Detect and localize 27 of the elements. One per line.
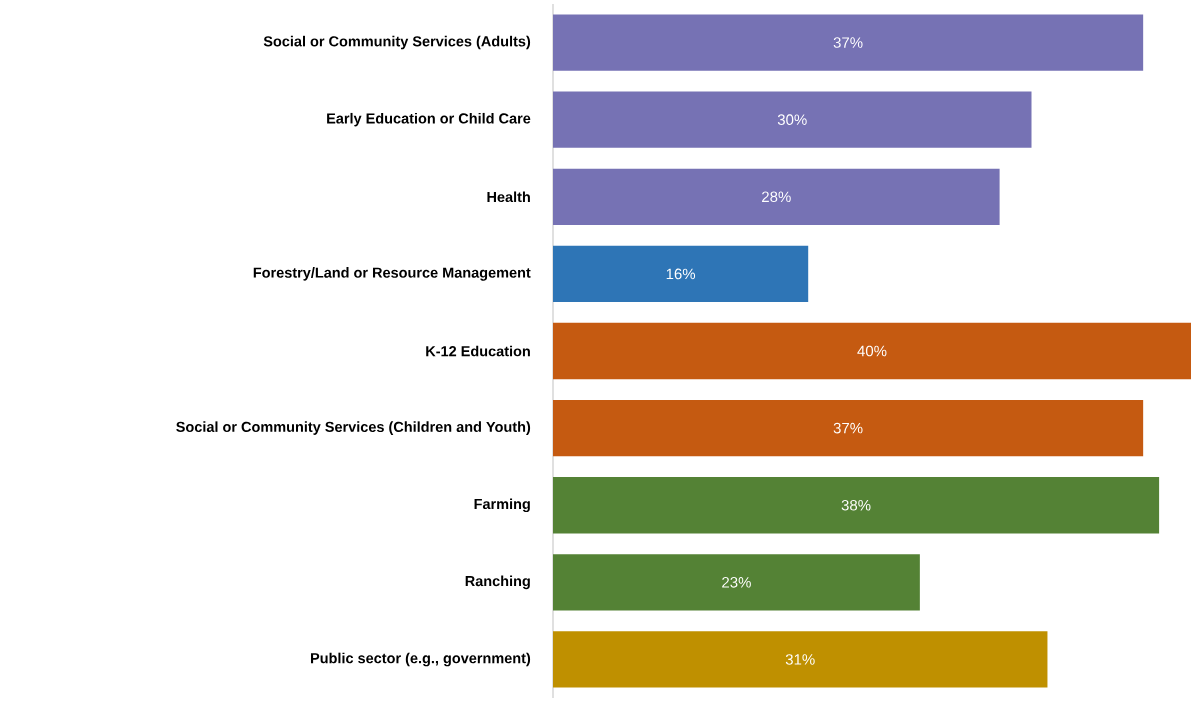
bar — [553, 168, 1000, 225]
y-tick-label: Early Education or Child Care — [327, 112, 531, 127]
bar — [553, 322, 1191, 380]
data-label: 28% — [762, 191, 791, 203]
data-label: 16% — [666, 268, 696, 280]
data-label: 37% — [833, 422, 863, 434]
data-label: 40% — [857, 345, 887, 357]
bar — [553, 631, 1048, 688]
bar — [553, 554, 920, 611]
y-tick-label: Social or Community Services (Children and Youth) — [176, 421, 531, 435]
bar — [553, 91, 1032, 148]
y-tick-label: Farming — [474, 498, 530, 513]
bar — [553, 14, 1144, 71]
y-tick-label: K-12 Education — [426, 345, 530, 357]
y-tick-label: Social or Community Services (Adults) — [263, 35, 531, 50]
y-tick-label: Ranching — [465, 575, 530, 590]
data-label: 38% — [841, 499, 871, 511]
y-tick-label: Forestry/Land or Resource Management — [253, 267, 531, 281]
data-label: 23% — [722, 577, 751, 588]
y-tick-label: Public sector (e.g., government) — [311, 652, 531, 667]
data-label: 30% — [777, 114, 807, 125]
data-label: 37% — [833, 37, 863, 48]
bar — [553, 477, 1160, 534]
y-tick-label: Health — [487, 191, 530, 203]
data-label: 31% — [785, 654, 815, 665]
bar — [553, 245, 809, 303]
bar — [553, 399, 1144, 457]
